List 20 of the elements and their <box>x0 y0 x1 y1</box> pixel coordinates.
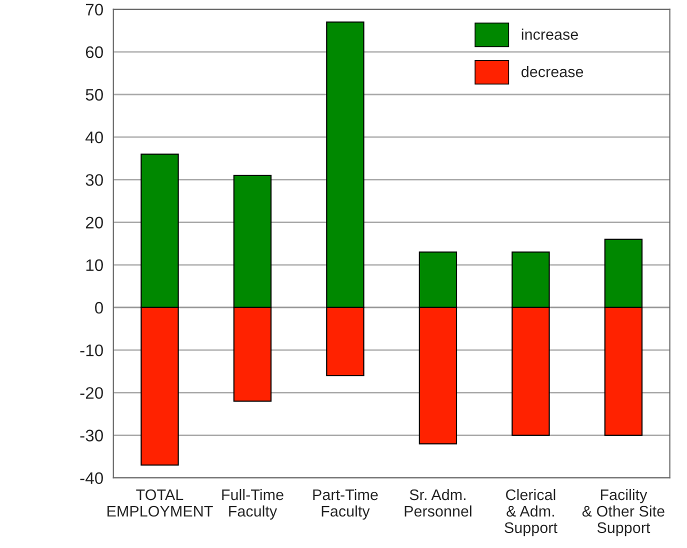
y-tick-label: 70 <box>86 4 103 16</box>
y-tick-label: 50 <box>86 88 103 101</box>
y-tick-label: 10 <box>86 259 103 272</box>
y-tick-label: -20 <box>80 387 103 399</box>
y-tick-label: 30 <box>86 174 103 186</box>
y-tick-label: -10 <box>80 344 103 356</box>
y-tick-label: 60 <box>86 46 103 58</box>
y-tick-label: 0 <box>95 302 103 314</box>
x-tick-label: Full-Time Faculty <box>222 488 284 520</box>
x-tick-label: Sr. Adm. Personnel <box>404 488 472 517</box>
y-tick-label: -40 <box>80 472 103 484</box>
y-tick-label: 40 <box>85 132 103 144</box>
y-tick-label: -30 <box>80 430 103 442</box>
legend-label: increase <box>522 28 578 40</box>
x-tick-label: Part-Time Faculty <box>313 488 378 520</box>
y-tick-label: 20 <box>86 216 103 228</box>
x-tick-label: Facility & Other Site Support <box>582 488 664 536</box>
x-tick-label: Clerical & Adm. Support <box>504 488 558 536</box>
legend-label: decrease <box>522 66 584 78</box>
x-tick-label: TOTAL EMPLOYMENT <box>108 489 213 517</box>
